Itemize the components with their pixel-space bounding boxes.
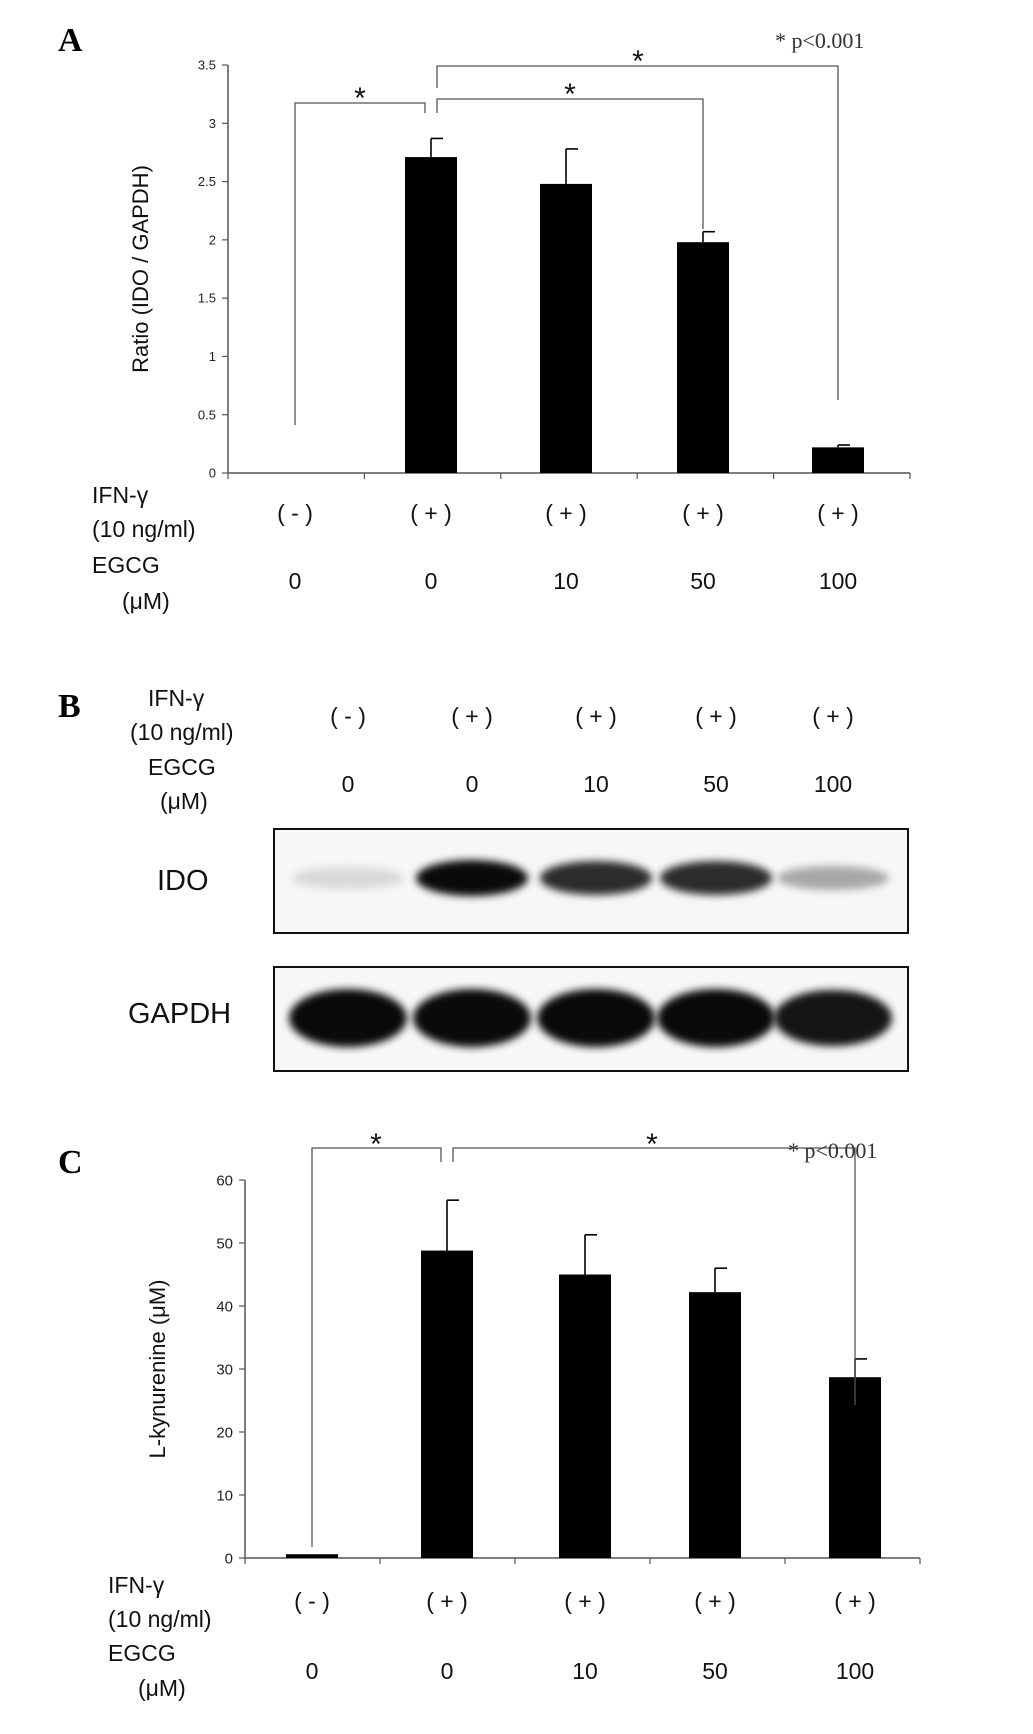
y-tick-label: 3.5: [198, 58, 216, 73]
significance-bracket: [452, 1147, 856, 1405]
y-tick-label: 0.5: [198, 407, 216, 422]
y-axis-label: L-kynurenine (μM): [145, 1280, 170, 1459]
y-tick-label: 60: [216, 1172, 233, 1189]
y-tick-label: 20: [216, 1424, 233, 1441]
panel-c-egcg-unit-label: (μM): [138, 1675, 186, 1701]
panel-b-ifn-label: IFN-γ: [148, 685, 205, 711]
panel-c-egcg-dose: 50: [702, 1658, 728, 1684]
y-tick-label: 40: [216, 1298, 233, 1315]
panel-c-egcg-dose: 100: [835, 1658, 875, 1684]
panel-c-ifn-cond: ( + ): [564, 1588, 606, 1614]
y-tick-label: 30: [216, 1361, 233, 1378]
panel-b-ifn-cond: ( + ): [451, 703, 493, 729]
significance-star: *: [370, 1128, 382, 1161]
panel-c-egcg-dose: 0: [440, 1658, 454, 1684]
blot-band: [537, 989, 655, 1047]
panel-a-egcg-label: EGCG: [92, 552, 160, 578]
bar: [559, 1274, 611, 1558]
significance-star: *: [646, 1128, 658, 1161]
panel-c-egcg-label: EGCG: [108, 1640, 176, 1666]
y-tick-label: 2: [209, 232, 216, 247]
panel-b-ifn-cond: ( - ): [330, 703, 366, 729]
y-tick-label: 0: [209, 466, 216, 481]
significance-bracket: [311, 1147, 442, 1547]
blot-band: [289, 989, 407, 1047]
chart-a-ido-ratio: 0 0.5 1 1.5 2 2.5 3 3.5 Ratio (IDO / GAPDH) * * * * …: [128, 28, 911, 481]
panel-a-ifn-conc-label: (10 ng/ml): [92, 516, 196, 542]
panel-b-egcg-dose: 0: [465, 771, 479, 797]
panel-a-egcg-dose: 50: [690, 568, 716, 594]
y-tick-label: 0: [225, 1550, 233, 1567]
y-tick-label: 10: [216, 1487, 233, 1504]
panel-b-egcg-dose: 100: [813, 771, 853, 797]
panel-b-ifn-conc-label: (10 ng/ml): [130, 719, 234, 745]
bar: [421, 1250, 473, 1558]
panel-c-ifn-conc-label: (10 ng/ml): [108, 1606, 212, 1632]
panel-letter-c: C: [58, 1144, 83, 1181]
y-tick-label: 1: [209, 349, 216, 364]
panel-c-ifn-cond: ( + ): [426, 1588, 468, 1614]
bar: [677, 242, 729, 473]
panel-b-ifn-cond: ( + ): [695, 703, 737, 729]
blot-band: [657, 989, 775, 1047]
panel-b-egcg-dose: 10: [583, 771, 609, 797]
bar: [405, 157, 457, 473]
panel-c-ifn-cond: ( + ): [694, 1588, 736, 1614]
blot-band: [416, 860, 528, 896]
blot-band: [660, 861, 772, 895]
y-tick-label: 50: [216, 1235, 233, 1252]
panel-a-egcg-dose: 0: [424, 568, 438, 594]
y-axis-label: Ratio (IDO / GAPDH): [128, 165, 153, 373]
y-tick-label: 2.5: [198, 174, 216, 189]
blot-label-gapdh: GAPDH: [128, 998, 232, 1030]
panel-a-ifn-label: IFN-γ: [92, 482, 149, 508]
blot-band: [774, 989, 892, 1047]
significance-star: *: [564, 78, 576, 111]
panel-b-egcg-dose: 0: [341, 771, 355, 797]
blot-band: [292, 867, 404, 889]
blot-band: [413, 989, 531, 1047]
significance-star: *: [354, 82, 366, 115]
bar: [540, 183, 592, 473]
p-value-annotation: * p<0.001: [775, 28, 864, 53]
panel-b-egcg-label: EGCG: [148, 754, 216, 780]
blot-band: [777, 865, 889, 891]
panel-a-egcg-dose: 0: [288, 568, 302, 594]
blot-band: [540, 861, 652, 895]
panel-c-egcg-dose: 0: [305, 1658, 319, 1684]
panel-b-ifn-cond: ( + ): [575, 703, 617, 729]
panel-a-egcg-dose: 10: [553, 568, 579, 594]
panel-b-egcg-dose: 50: [703, 771, 729, 797]
panel-letter-a: A: [58, 22, 83, 59]
western-blot-gapdh: [273, 966, 909, 1072]
panel-b-ifn-cond: ( + ): [812, 703, 854, 729]
chart-c-kynurenine: 0 10 20 30 40 50 60 L-kynurenine (μM) * * * p<0.00…: [145, 1128, 921, 1567]
panel-a-ifn-cond: ( - ): [277, 500, 313, 526]
panel-a-ifn-cond: ( + ): [545, 500, 587, 526]
blot-label-ido: IDO: [157, 865, 209, 897]
panel-a-ifn-cond: ( + ): [682, 500, 724, 526]
p-value-annotation: * p<0.001: [788, 1138, 877, 1163]
panel-b-egcg-unit-label: (μM): [160, 788, 208, 814]
panel-c-ifn-cond: ( - ): [294, 1588, 330, 1614]
panel-a-ifn-cond: ( + ): [410, 500, 452, 526]
bar: [286, 1554, 338, 1558]
panel-c-ifn-label: IFN-γ: [108, 1572, 165, 1598]
significance-bracket: [436, 65, 839, 400]
y-tick-label: 1.5: [198, 291, 216, 306]
significance-bracket: [294, 102, 426, 425]
significance-star: *: [632, 45, 644, 78]
bar: [829, 1377, 881, 1558]
bar: [812, 447, 864, 473]
bar: [689, 1292, 741, 1558]
y-tick-label: 3: [209, 116, 216, 131]
panel-a-egcg-dose: 100: [818, 568, 858, 594]
significance-bracket: [436, 98, 704, 229]
panel-c-ifn-cond: ( + ): [834, 1588, 876, 1614]
panel-a-egcg-unit-label: (μM): [122, 588, 170, 614]
panel-letter-b: B: [58, 688, 81, 725]
panel-a-ifn-cond: ( + ): [817, 500, 859, 526]
western-blot-ido: [273, 828, 909, 934]
panel-c-egcg-dose: 10: [572, 1658, 598, 1684]
